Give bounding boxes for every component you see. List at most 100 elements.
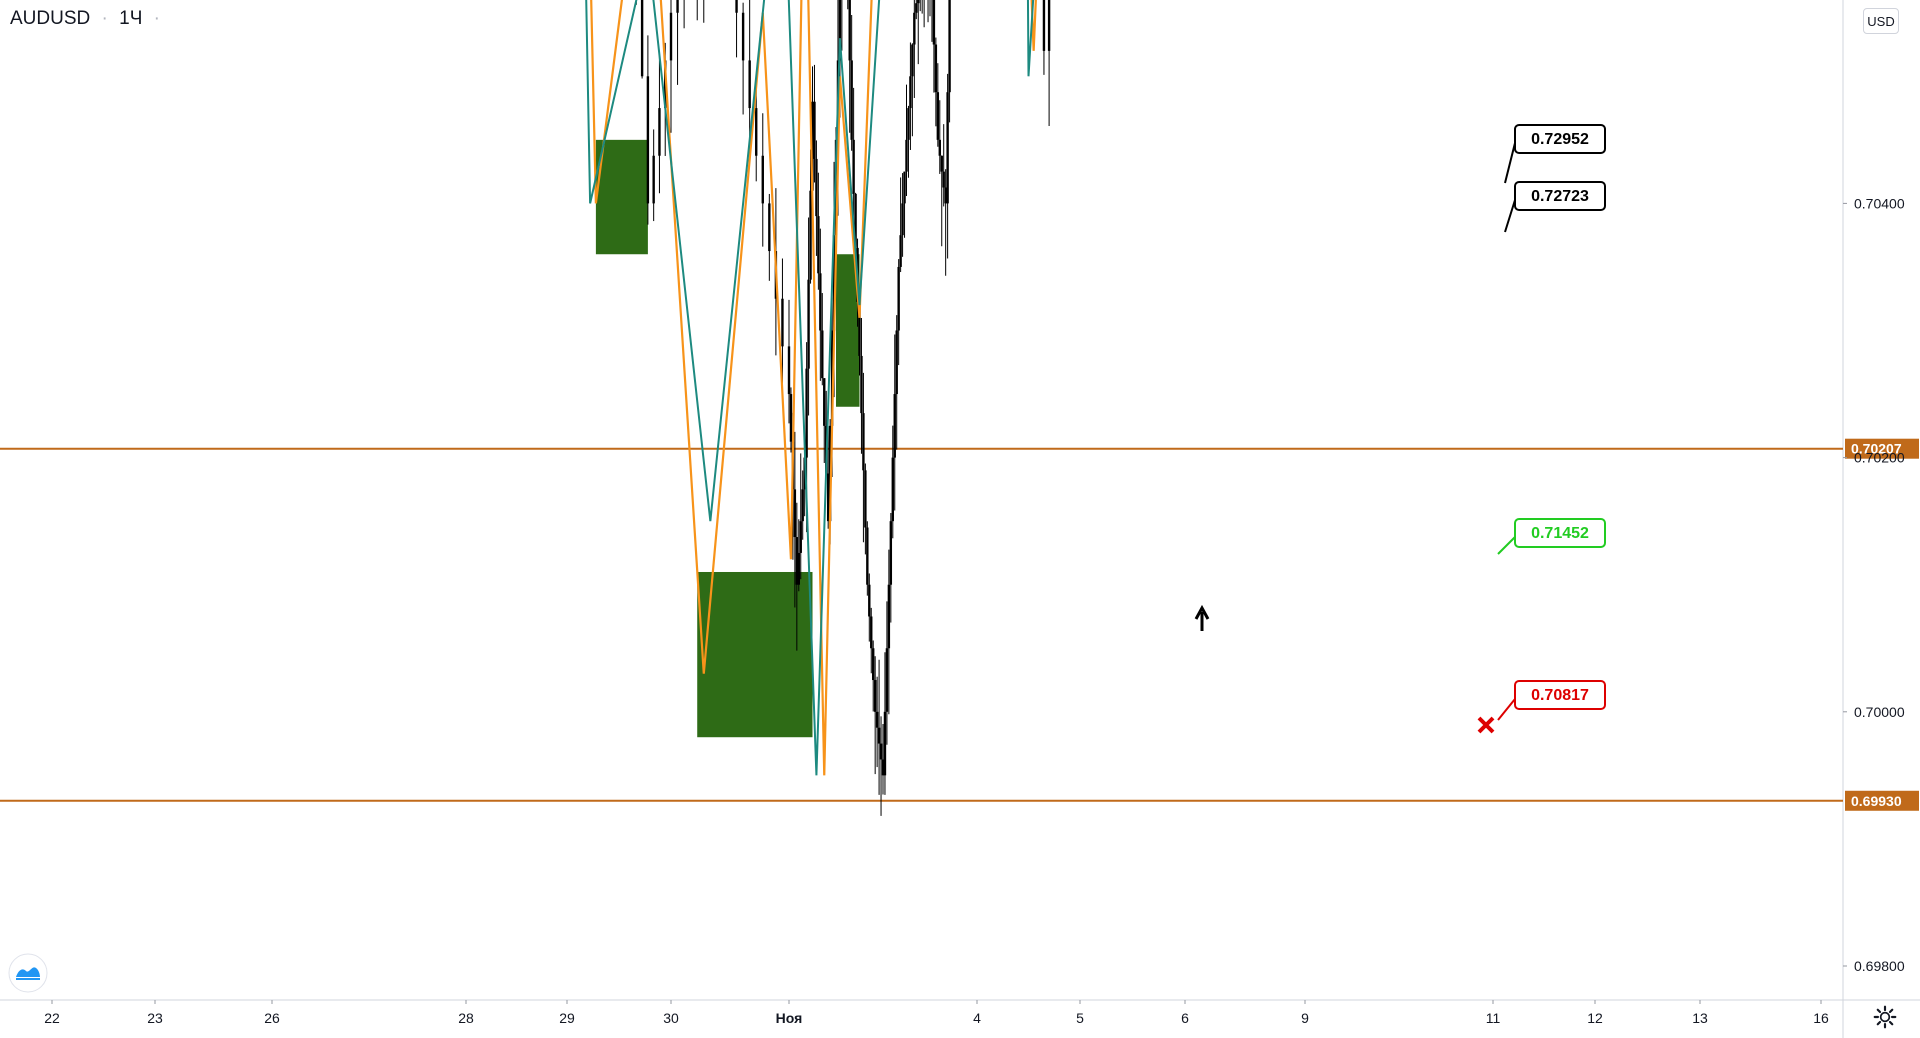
candle-body xyxy=(860,355,863,414)
candle-body xyxy=(640,0,644,77)
candle-body xyxy=(866,527,869,585)
callout-box xyxy=(1514,181,1606,211)
candle-body xyxy=(761,155,764,204)
candle-body xyxy=(801,489,804,522)
time-tick-label: 29 xyxy=(559,1010,575,1026)
level-price-label: 0.69930 xyxy=(1851,793,1902,809)
candle-body xyxy=(809,190,812,280)
time-tick-label: 5 xyxy=(1076,1010,1084,1026)
symbol-dot-2: · xyxy=(153,8,160,29)
candle-body xyxy=(741,12,745,61)
wave-lines xyxy=(585,0,1037,776)
support-resistance-zones xyxy=(595,139,860,738)
callout-pointer xyxy=(1497,536,1516,555)
candle-body xyxy=(911,44,914,77)
price-axis: 0.70400 0.70200 0.70000 0.69800 xyxy=(1843,195,1905,974)
candle-body xyxy=(838,0,842,61)
candle-body xyxy=(748,60,751,109)
candle-body xyxy=(823,378,826,426)
price-tick-label: 0.70000 xyxy=(1854,704,1905,720)
time-axis: 22 23 26 28 29 30 Ноя 4 5 6 9 11 12 13 16 xyxy=(44,1000,1829,1026)
candle-body xyxy=(826,473,830,522)
time-tick-label: 16 xyxy=(1813,1010,1829,1026)
candle-body xyxy=(676,0,679,13)
candle-body xyxy=(889,521,893,585)
callout-box xyxy=(1514,680,1606,710)
candle-body xyxy=(893,394,896,458)
candle-body xyxy=(789,394,793,442)
candle-body xyxy=(895,330,898,395)
candle-body xyxy=(905,139,908,172)
time-tick-label: 12 xyxy=(1587,1010,1603,1026)
callout-pointer xyxy=(1497,698,1516,721)
candle-body xyxy=(864,470,867,528)
callout-label: 0.72723 xyxy=(1531,188,1589,205)
time-tick-label: 23 xyxy=(147,1010,163,1026)
level-price-badge xyxy=(1845,790,1919,811)
candle-body xyxy=(903,171,906,204)
candle-body xyxy=(897,266,900,331)
symbol-title[interactable]: AUDUSD · 1Ч · xyxy=(10,8,160,30)
up-arrow-icon xyxy=(1194,604,1210,631)
candle-body xyxy=(942,171,945,188)
candle-body xyxy=(948,0,951,93)
candle-body xyxy=(934,44,938,93)
tradingview-logo-icon[interactable] xyxy=(8,953,48,993)
callout-box xyxy=(1514,124,1606,154)
candle-body xyxy=(815,158,818,217)
candle-body xyxy=(936,92,940,140)
candle-body xyxy=(799,521,802,553)
teal-wave-line xyxy=(585,0,1035,776)
time-tick-label: 6 xyxy=(1181,1010,1189,1026)
candle-body xyxy=(879,743,883,760)
support-zone xyxy=(697,571,813,738)
candle-body xyxy=(658,108,661,156)
candle-body xyxy=(932,0,936,45)
candle-body xyxy=(877,727,881,744)
price-callouts: 0.72952 0.72723 0.71452 0.70817 xyxy=(1497,124,1606,721)
callout-label: 0.72952 xyxy=(1531,131,1589,148)
support-zone xyxy=(595,139,648,255)
time-tick-label: 11 xyxy=(1486,1010,1501,1026)
candle-body xyxy=(913,12,916,45)
candle-body xyxy=(946,92,949,204)
candle-body xyxy=(817,216,820,274)
horizontal-levels: 0.733610.729520.727230.722670.720560.714… xyxy=(0,438,1919,811)
candle-body xyxy=(755,108,758,156)
candle-body xyxy=(850,60,853,140)
annotation-marks xyxy=(1194,604,1495,734)
candle-body xyxy=(891,457,894,522)
currency-button[interactable]: USD xyxy=(1863,8,1899,34)
candle-body xyxy=(787,346,791,395)
candle-body xyxy=(940,155,943,172)
candle-body xyxy=(881,759,885,776)
candle-body xyxy=(909,76,912,109)
candle-body xyxy=(797,552,800,585)
candle-body xyxy=(811,101,814,191)
callout-label: 0.71452 xyxy=(1531,525,1589,542)
time-tick-label: 4 xyxy=(973,1010,981,1026)
candle-body xyxy=(852,139,855,194)
candle-body xyxy=(887,584,891,649)
orange-wave-line xyxy=(590,0,1037,776)
time-tick-label: 28 xyxy=(458,1010,474,1026)
gear-icon[interactable] xyxy=(1872,1004,1898,1030)
candle-body xyxy=(793,489,797,538)
candle-body xyxy=(807,279,810,369)
price-tick-label: 0.70200 xyxy=(1854,450,1905,466)
candle-body xyxy=(901,203,904,236)
candle-body xyxy=(652,155,655,204)
level-price-label: 0.70207 xyxy=(1851,441,1902,457)
candle-body xyxy=(1042,0,1046,51)
candle-body xyxy=(1047,0,1051,51)
candle-body xyxy=(819,273,822,331)
price-tick-label: 0.70400 xyxy=(1854,195,1905,211)
candle-body xyxy=(868,584,871,617)
callout-pointer xyxy=(1504,142,1516,184)
candle-body xyxy=(858,301,861,356)
candle-body xyxy=(821,330,824,379)
candle-body xyxy=(938,139,941,156)
candle-body xyxy=(870,616,873,649)
